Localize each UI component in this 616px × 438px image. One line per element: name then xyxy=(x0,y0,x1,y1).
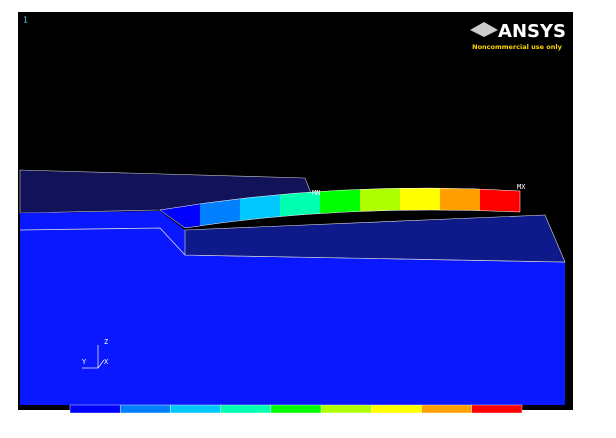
legend-label: .171E-09 xyxy=(474,412,508,420)
legend-label: .613E-10 xyxy=(223,420,257,428)
triad-z: Z xyxy=(104,338,108,346)
legend-label: .105E-09 xyxy=(323,420,357,428)
logo-brand: ANSYS xyxy=(498,21,566,42)
ansys-window: 1 ANSYS Noncommercial use only MN MX Z Y… xyxy=(0,0,616,438)
legend-label: .395E-10 xyxy=(172,412,206,420)
logo-note: Noncommercial use only xyxy=(472,43,562,51)
contour-legend: -.424E-11 .176E-10 .395E-10 .613E-10 .832E-1… xyxy=(70,405,558,428)
legend-label: .832E-10 xyxy=(273,412,307,420)
legend-label: .176E-10 xyxy=(122,420,156,428)
legend-swatch xyxy=(321,405,371,413)
min-marker: MN xyxy=(312,189,320,197)
legend-label: -.424E-11 xyxy=(72,412,110,420)
legend-label: .192E-09 xyxy=(524,420,558,428)
max-marker: MX xyxy=(517,183,526,191)
legend-swatch xyxy=(120,405,170,413)
legend-label: .127E-09 xyxy=(373,412,407,420)
legend-label: .149E-09 xyxy=(424,420,458,428)
legend-swatch xyxy=(422,405,472,413)
window-number: 1 xyxy=(23,16,28,25)
legend-swatch xyxy=(221,405,271,413)
